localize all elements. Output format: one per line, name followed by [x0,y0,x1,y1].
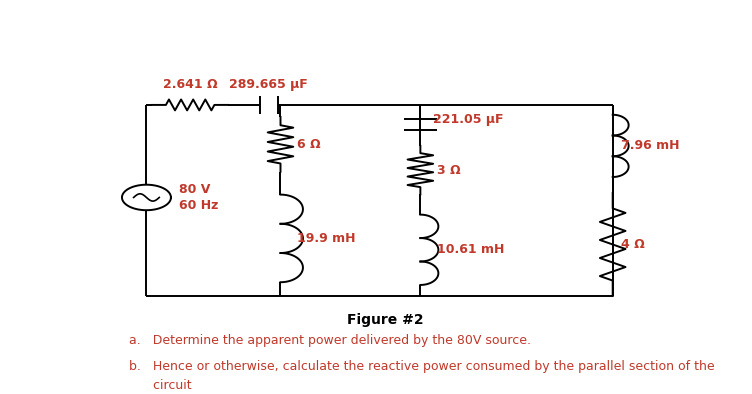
Text: 221.05 μF: 221.05 μF [433,113,504,126]
Text: b.   Hence or otherwise, calculate the reactive power consumed by the parallel s: b. Hence or otherwise, calculate the rea… [129,360,714,373]
Text: 80 V: 80 V [178,183,210,196]
Text: 19.9 mH: 19.9 mH [297,232,355,245]
Text: 7.96 mH: 7.96 mH [621,139,680,152]
Text: 10.61 mH: 10.61 mH [437,243,504,256]
Text: 60 Hz: 60 Hz [178,199,218,212]
Text: 4 Ω: 4 Ω [621,238,645,251]
Text: 289.665 μF: 289.665 μF [229,78,308,91]
Text: a.   Determine the apparent power delivered by the 80V source.: a. Determine the apparent power delivere… [129,334,531,347]
Text: Figure #2: Figure #2 [347,313,423,327]
Text: 3 Ω: 3 Ω [437,164,460,177]
Text: 2.641 Ω: 2.641 Ω [163,78,217,91]
Text: circuit: circuit [129,379,192,392]
Text: 6 Ω: 6 Ω [297,138,320,151]
